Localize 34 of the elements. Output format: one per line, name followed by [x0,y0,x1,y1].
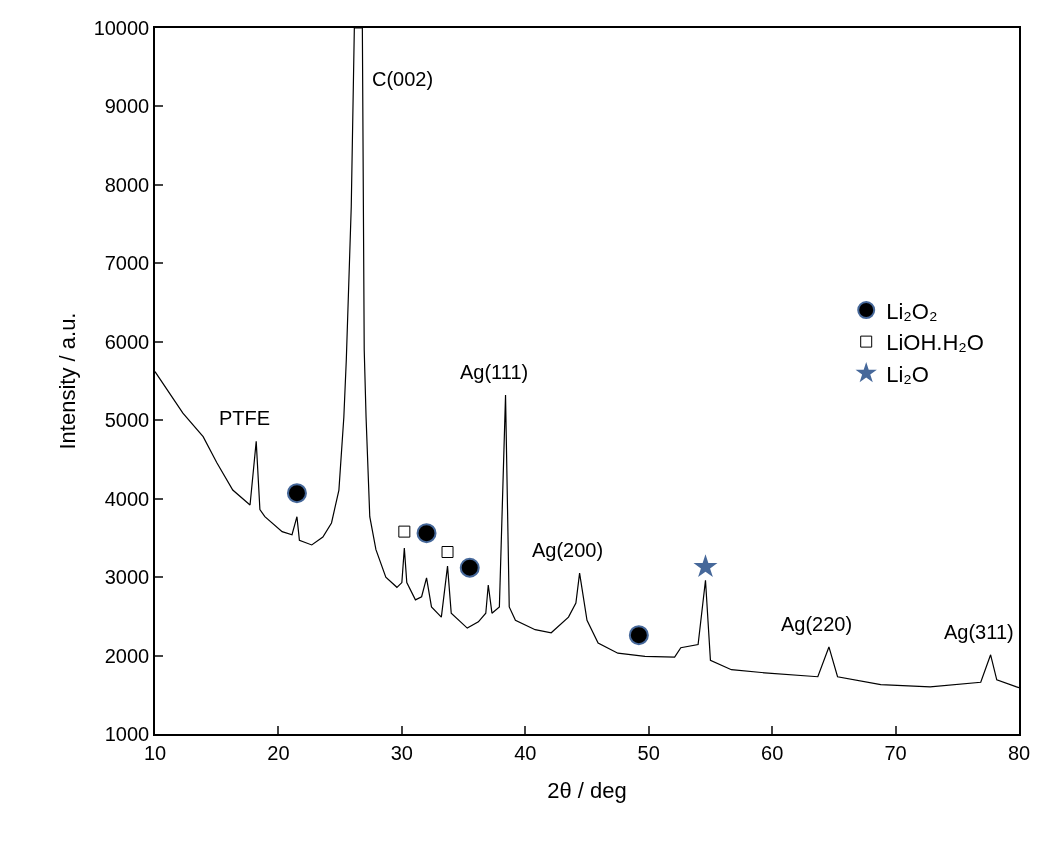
point [628,625,649,646]
point [441,546,454,559]
x-tick-label: 20 [267,741,290,764]
y-tick-label: 3000 [104,566,150,589]
annotation: C(002) [372,68,434,90]
annotation: Ag(220) [781,613,853,635]
x-tick-label: 60 [761,741,784,764]
legend-label: Li₂O₂ [886,298,938,324]
x-tick-label: 40 [514,741,537,764]
annotation: Ag(311) [944,621,1014,643]
x-tick-label: 30 [390,741,413,764]
x-tick-label: 70 [884,741,907,764]
y-tick-label: 4000 [104,487,150,510]
annotation: Ag(111) [460,361,529,383]
point [459,557,480,578]
y-tick-label: 6000 [104,330,150,353]
x-tick-label: 80 [1007,741,1031,764]
x-tick-label: 50 [637,741,660,764]
legend-label: LiOH.H₂O [886,330,984,356]
point [416,523,437,544]
y-tick-label: 2000 [104,644,150,667]
y-tick-label: 10000 [93,17,150,39]
point [286,483,307,504]
legend-label: Li₂O [886,361,929,387]
y-tick-label: 7000 [104,252,150,275]
y-tick-label: 9000 [104,95,150,118]
y-tick-label: 5000 [104,409,150,432]
point [398,525,411,538]
annotation: Ag(200) [532,539,604,561]
annotation: PTFE [219,407,271,429]
point [693,554,718,578]
y-tick-label: 8000 [104,173,150,196]
x-axis-title: 2θ / deg [547,778,627,804]
y-axis-title: Intensity / a.u. [54,312,80,450]
